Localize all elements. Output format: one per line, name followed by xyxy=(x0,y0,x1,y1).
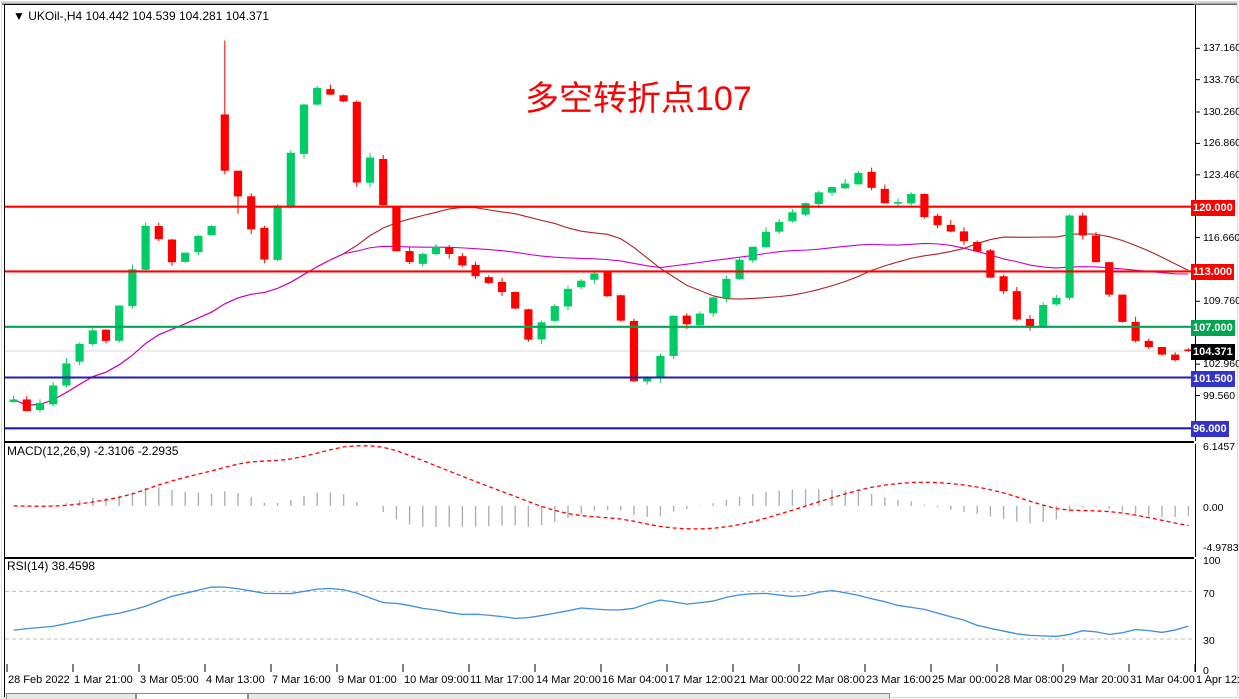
svg-text:RSI(14) 38.4598: RSI(14) 38.4598 xyxy=(7,559,95,573)
svg-text:MACD(12,26,9) -2.3106 -2.2935: MACD(12,26,9) -2.3106 -2.2935 xyxy=(7,444,179,458)
svg-text:多空转折点107: 多空转折点107 xyxy=(525,80,752,118)
svg-text:▼ UKOil-,H4 104.442 104.539: ▼ UKOil-,H4 104.442 104.539 104.281 104.… xyxy=(13,9,269,23)
